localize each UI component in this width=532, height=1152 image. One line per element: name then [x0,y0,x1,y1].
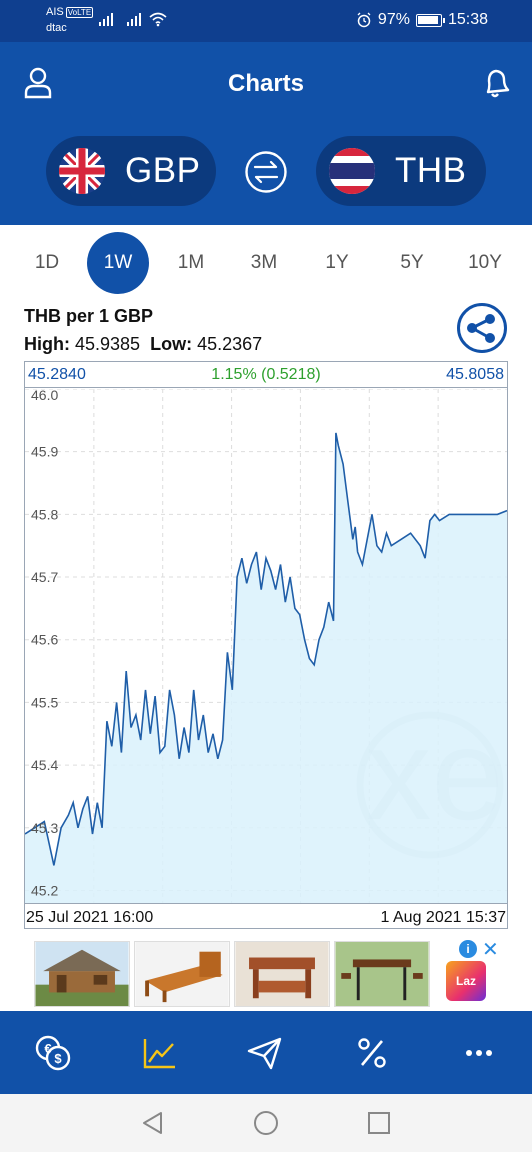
notification-bell-icon[interactable] [478,67,510,99]
svg-text:€: € [44,1041,51,1056]
y-tick-label: 45.7 [31,569,58,585]
tab-1m[interactable]: 1M [177,252,205,273]
app-header: Charts GBP [0,42,532,225]
wifi-icon [149,12,167,27]
chart-time-range: 25 Jul 2021 16:00 1 Aug 2021 15:37 [25,903,507,929]
volte-badge: VoLTE [65,7,94,18]
nav-more-icon[interactable] [459,1033,499,1073]
battery-percent: 97% [377,11,410,28]
system-back-icon[interactable] [140,1110,166,1136]
high-low-summary: High: 45.9385 Low: 45.2367 [24,334,262,355]
lazada-logo[interactable]: Laz [446,961,486,1001]
signal-icon [127,13,141,26]
battery-icon [415,13,445,27]
high-label: High: [24,334,70,354]
carrier-1-label: AIS [46,6,64,18]
tab-1d[interactable]: 1D [34,252,60,273]
carrier-2-label: dtac [46,22,67,34]
share-icon[interactable] [456,302,508,354]
close-rate: 45.8058 [446,366,504,383]
rate-line-series [25,432,507,866]
chart-summary-bar: 45.2840 1.15% (0.5218) 45.8058 [25,362,507,388]
ad-image-table[interactable] [234,941,330,1007]
ad-image-bed[interactable] [134,941,230,1007]
low-label: Low: [150,334,193,354]
to-currency-button[interactable]: THB [316,136,486,206]
tab-1y[interactable]: 1Y [325,252,349,273]
rate-chart: 45.2840 1.15% (0.5218) 45.8058 xe 45.245… [24,361,508,929]
currency-pair-label: THB per 1 GBP [24,306,154,326]
signal-icon [99,13,113,26]
low-value: 45.2367 [197,334,263,354]
ad-image-house[interactable] [34,941,130,1007]
page-title: Charts [227,70,305,97]
uk-flag-icon [59,148,105,194]
y-tick-label: 45.6 [31,632,58,648]
chart-plot-area[interactable]: xe 45.245.345.445.545.645.745.845.946.0 [25,389,507,903]
carrier-1: AIS VoLTE [46,6,94,18]
svg-text:$: $ [54,1051,62,1066]
y-tick-label: 45.2 [31,882,58,898]
clock: 15:38 [447,11,488,28]
tab-5y[interactable]: 5Y [400,252,424,273]
tab-10y[interactable]: 10Y [468,252,502,273]
y-axis-ticks: 45.2 45.3 45.4 45.5 45.6 45.7 45.8 45.9 46.0 [31,389,58,898]
open-rate: 45.2840 [28,366,86,383]
nav-charts-icon[interactable] [140,1033,180,1073]
ad-banner[interactable]: i ✕ Laz [24,937,508,1011]
swap-currencies-icon[interactable] [244,150,288,194]
system-recents-icon[interactable] [366,1110,392,1136]
user-profile-icon[interactable] [24,67,52,99]
alarm-icon [357,12,371,28]
ad-info-icon[interactable]: i [459,940,477,958]
end-time: 1 Aug 2021 15:37 [380,909,506,926]
to-currency-code: THB [395,151,467,190]
y-tick-label: 45.5 [31,694,58,710]
thailand-flag-icon [329,148,375,194]
y-tick-label: 45.9 [31,444,58,460]
tab-1w[interactable]: 1W [87,232,149,294]
start-time: 25 Jul 2021 16:00 [26,909,154,926]
nav-send-money-icon[interactable] [245,1033,285,1073]
y-tick-label: 46.0 [31,389,58,403]
tab-3m[interactable]: 3M [250,252,278,273]
nav-rates-percent-icon[interactable] [352,1033,392,1073]
ad-close-icon[interactable]: ✕ [482,939,499,961]
rate-change: 1.15% (0.5218) [211,366,321,383]
y-tick-label: 45.8 [31,506,58,522]
status-bar: AIS VoLTE dtac 97% 15:38 [0,0,532,42]
status-right: 97% 15:38 [356,11,488,29]
period-tabs: 1D 1W 1M 3M 1Y 5Y 10Y [0,232,532,296]
system-home-icon[interactable] [253,1110,279,1136]
ad-image-bar-set[interactable] [334,941,430,1007]
from-currency-code: GBP [125,151,201,190]
system-navigation-bar [0,1094,532,1152]
from-currency-button[interactable]: GBP [46,136,216,206]
y-tick-label: 45.3 [31,820,58,836]
y-tick-label: 45.4 [31,757,58,773]
nav-currency-converter-icon[interactable]: € $ [33,1033,73,1073]
rate-area-fill [25,432,507,903]
bottom-nav: € $ [0,1011,532,1094]
high-value: 45.9385 [75,334,141,354]
